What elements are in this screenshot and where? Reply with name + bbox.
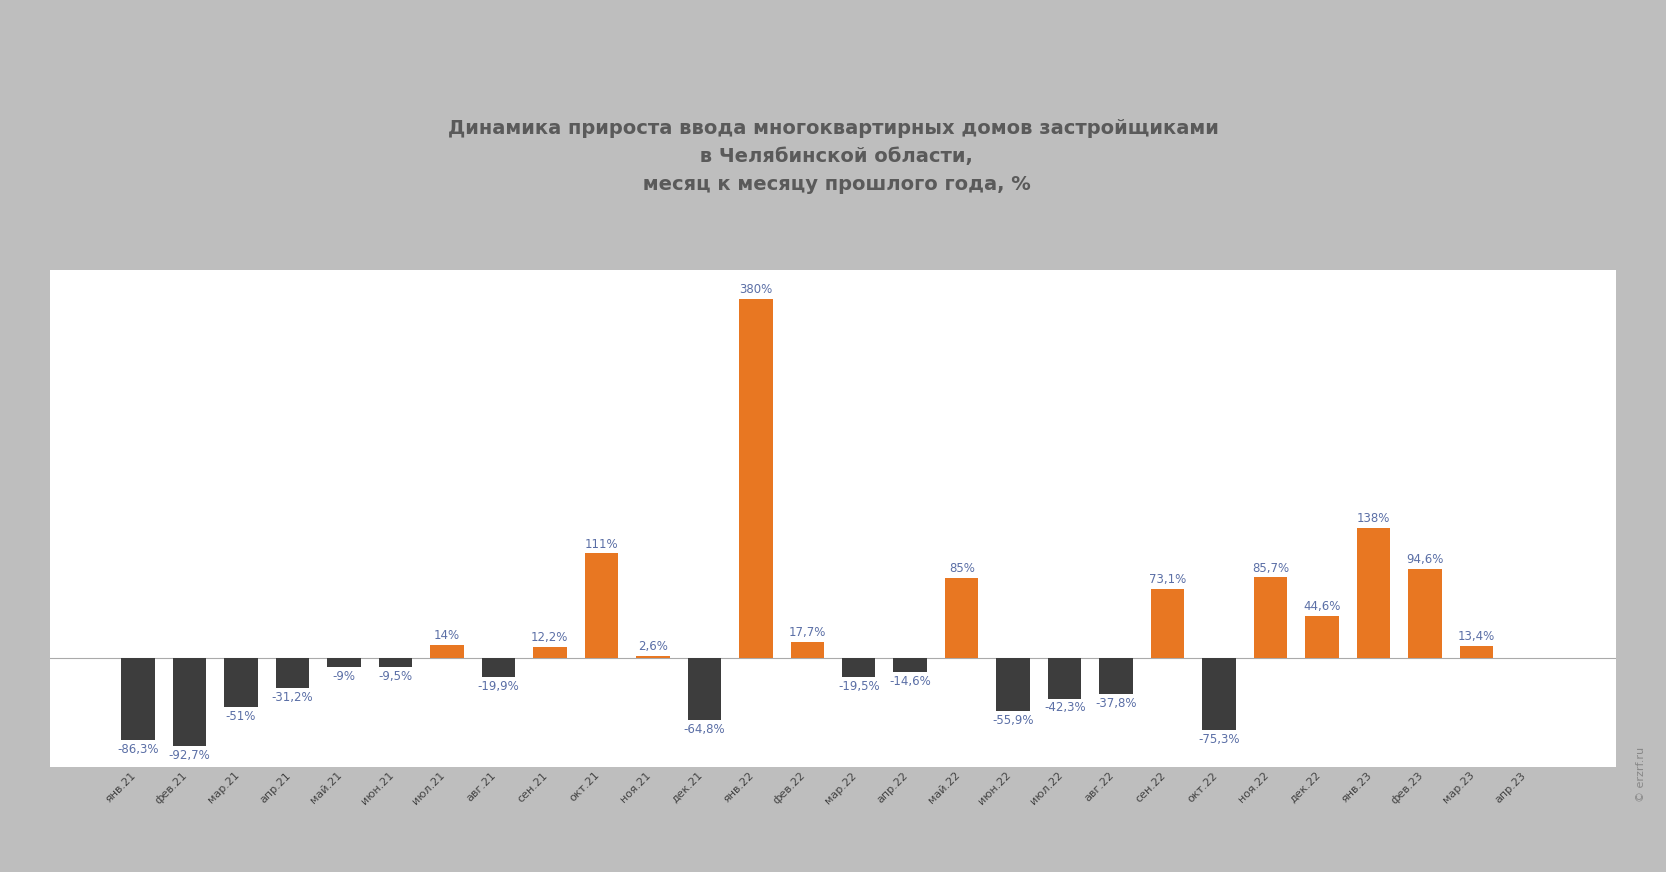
Bar (945, 578, 978, 658)
Bar (1203, 658, 1236, 730)
Text: 380%: 380% (740, 283, 773, 296)
Text: -14,6%: -14,6% (890, 675, 931, 688)
Text: 44,6%: 44,6% (1303, 601, 1341, 613)
Text: -55,9%: -55,9% (993, 714, 1035, 727)
Text: 85,7%: 85,7% (1253, 562, 1289, 575)
Bar (430, 645, 463, 658)
Bar (841, 658, 875, 677)
Text: 12,2%: 12,2% (531, 631, 568, 644)
Text: -19,5%: -19,5% (838, 680, 880, 692)
Text: 85%: 85% (948, 562, 975, 576)
Bar (173, 658, 207, 746)
Bar (481, 658, 515, 678)
Bar (688, 658, 721, 719)
Text: -42,3%: -42,3% (1045, 701, 1086, 714)
Text: -9,5%: -9,5% (378, 671, 413, 684)
Text: -86,3%: -86,3% (117, 743, 158, 756)
Bar (1408, 569, 1441, 658)
Bar (327, 658, 360, 667)
Bar (533, 647, 566, 658)
Bar (636, 656, 670, 658)
Bar (275, 658, 310, 688)
Bar (996, 658, 1030, 712)
Text: 14%: 14% (433, 630, 460, 643)
Bar (122, 658, 155, 740)
Text: 17,7%: 17,7% (788, 626, 826, 639)
Bar (740, 299, 773, 658)
Bar (1100, 658, 1133, 694)
Text: 73,1%: 73,1% (1150, 574, 1186, 587)
Text: 2,6%: 2,6% (638, 640, 668, 653)
Text: © erzrf.ru: © erzrf.ru (1636, 747, 1646, 802)
Bar (1048, 658, 1081, 698)
Bar (1151, 589, 1185, 658)
Text: -92,7%: -92,7% (168, 749, 210, 762)
Text: Динамика прироста ввода многоквартирных домов застройщиками
 в Челябинской облас: Динамика прироста ввода многоквартирных … (448, 119, 1218, 194)
Text: 111%: 111% (585, 537, 618, 550)
Text: -37,8%: -37,8% (1096, 697, 1136, 710)
Bar (1254, 577, 1288, 658)
Bar (225, 658, 258, 707)
Text: -64,8%: -64,8% (683, 723, 725, 736)
Bar (585, 554, 618, 658)
Bar (893, 658, 926, 672)
Text: 94,6%: 94,6% (1406, 553, 1444, 566)
Text: -75,3%: -75,3% (1198, 732, 1240, 746)
Bar (1356, 528, 1391, 658)
Text: 13,4%: 13,4% (1458, 630, 1496, 643)
Bar (1459, 646, 1493, 658)
Text: -9%: -9% (332, 670, 355, 683)
Text: -19,9%: -19,9% (478, 680, 520, 693)
Text: -31,2%: -31,2% (272, 691, 313, 704)
Text: 138%: 138% (1356, 512, 1391, 525)
Bar (1306, 617, 1339, 658)
Bar (791, 642, 825, 658)
Text: -51%: -51% (225, 710, 257, 723)
Bar (378, 658, 412, 667)
